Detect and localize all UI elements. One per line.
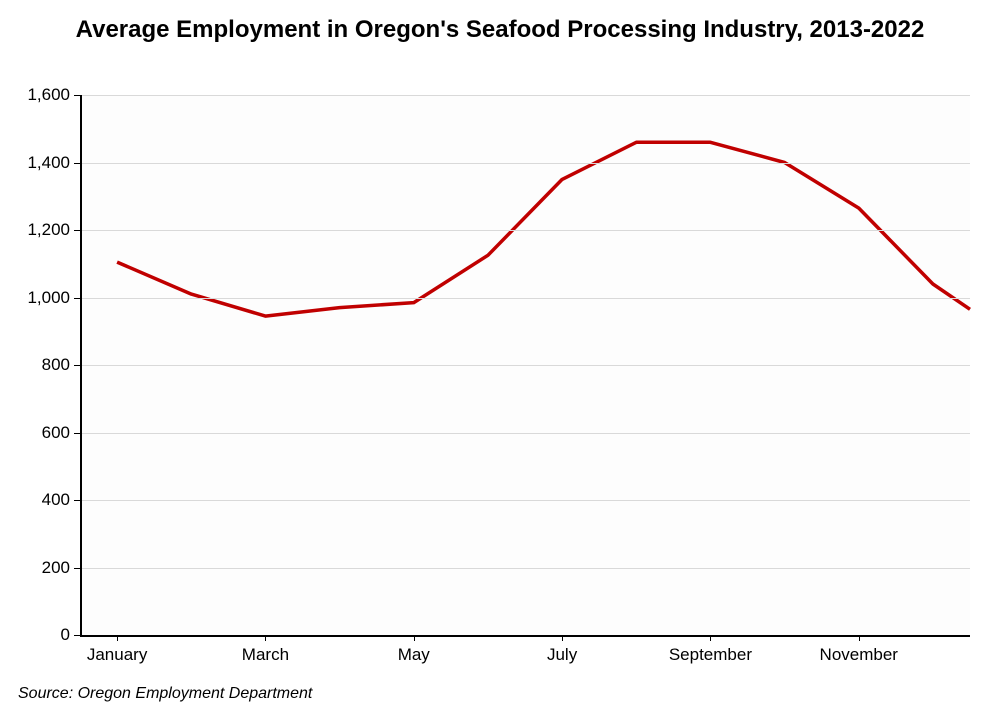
- x-axis-tick-mark: [117, 635, 118, 641]
- x-axis-tick-mark: [562, 635, 563, 641]
- gridline: [80, 95, 970, 96]
- gridline: [80, 230, 970, 231]
- y-axis-tick-label: 1,400: [27, 153, 80, 173]
- chart-container: Average Employment in Oregon's Seafood P…: [0, 0, 1000, 725]
- gridline: [80, 365, 970, 366]
- gridline: [80, 433, 970, 434]
- gridline: [80, 568, 970, 569]
- x-axis-tick-mark: [414, 635, 415, 641]
- source-attribution: Source: Oregon Employment Department: [18, 685, 312, 703]
- x-axis-tick-mark: [265, 635, 266, 641]
- x-axis-tick-mark: [710, 635, 711, 641]
- plot-area: 02004006008001,0001,2001,4001,600January…: [80, 95, 970, 635]
- y-axis-tick-label: 1,600: [27, 85, 80, 105]
- y-axis-line: [80, 95, 82, 635]
- gridline: [80, 163, 970, 164]
- y-axis-tick-label: 1,000: [27, 288, 80, 308]
- gridline: [80, 500, 970, 501]
- gridline: [80, 298, 970, 299]
- x-axis-tick-mark: [859, 635, 860, 641]
- chart-title: Average Employment in Oregon's Seafood P…: [0, 15, 1000, 45]
- y-axis-tick-label: 1,200: [27, 220, 80, 240]
